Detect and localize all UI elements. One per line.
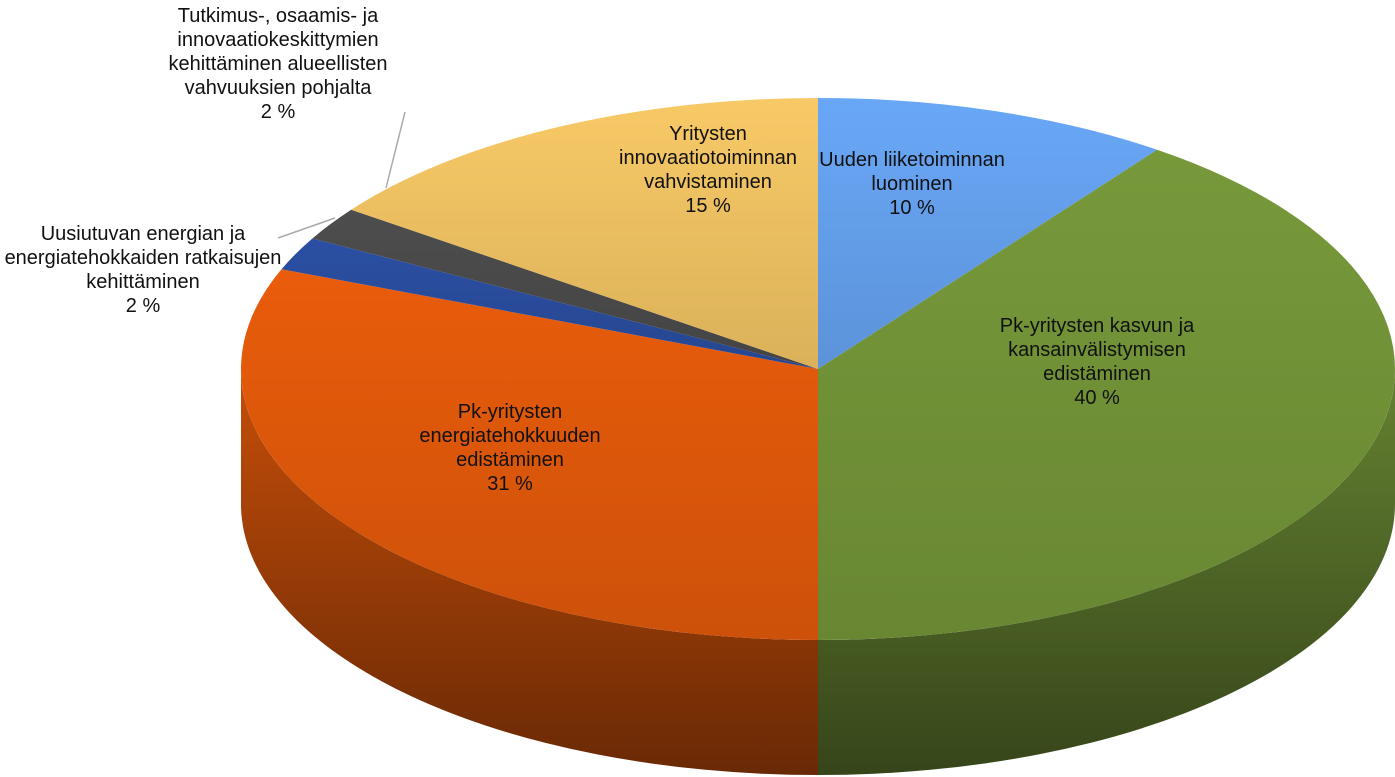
slice bbox=[240, 269, 819, 640]
category-label: Uusiutuvan energian ja energiatehokkaide… bbox=[4, 223, 282, 293]
slice-side bbox=[818, 369, 1395, 775]
value-label: 40 % bbox=[1074, 387, 1120, 409]
data-label: Yritysten innovaatiotoiminnan vahvistami… bbox=[608, 122, 808, 218]
data-label: Uuden liiketoiminnan luominen 10 % bbox=[812, 148, 1012, 220]
leader-line bbox=[385, 111, 406, 189]
leader-line bbox=[277, 217, 336, 239]
category-label: Tutkimus-, osaamis- ja innovaatiokeskitt… bbox=[168, 5, 388, 99]
value-label: 10 % bbox=[889, 197, 935, 219]
data-label: Pk-yritysten energiatehokkuuden edistämi… bbox=[380, 400, 640, 496]
slice bbox=[818, 149, 1395, 640]
data-label: Uusiutuvan energian ja energiatehokkaide… bbox=[3, 222, 283, 318]
value-label: 31 % bbox=[487, 473, 533, 495]
value-label: 2 % bbox=[125, 295, 161, 317]
data-label: Pk-yritysten kasvun ja kansainvälistymis… bbox=[952, 314, 1242, 410]
slice bbox=[281, 238, 818, 369]
slice bbox=[351, 98, 818, 369]
category-label: Uuden liiketoiminnan luominen bbox=[819, 149, 1005, 195]
slice bbox=[312, 209, 818, 369]
value-label: 15 % bbox=[685, 195, 731, 217]
category-label: Pk-yritysten kasvun ja kansainvälistymis… bbox=[999, 315, 1195, 385]
data-label: Tutkimus-, osaamis- ja innovaatiokeskitt… bbox=[133, 4, 423, 124]
slice bbox=[818, 98, 1158, 369]
category-label: Pk-yritysten energiatehokkuuden edistämi… bbox=[419, 401, 601, 471]
slice-side bbox=[241, 369, 818, 775]
value-label: 2 % bbox=[260, 101, 296, 123]
category-label: Yritysten innovaatiotoiminnan vahvistami… bbox=[619, 123, 797, 193]
